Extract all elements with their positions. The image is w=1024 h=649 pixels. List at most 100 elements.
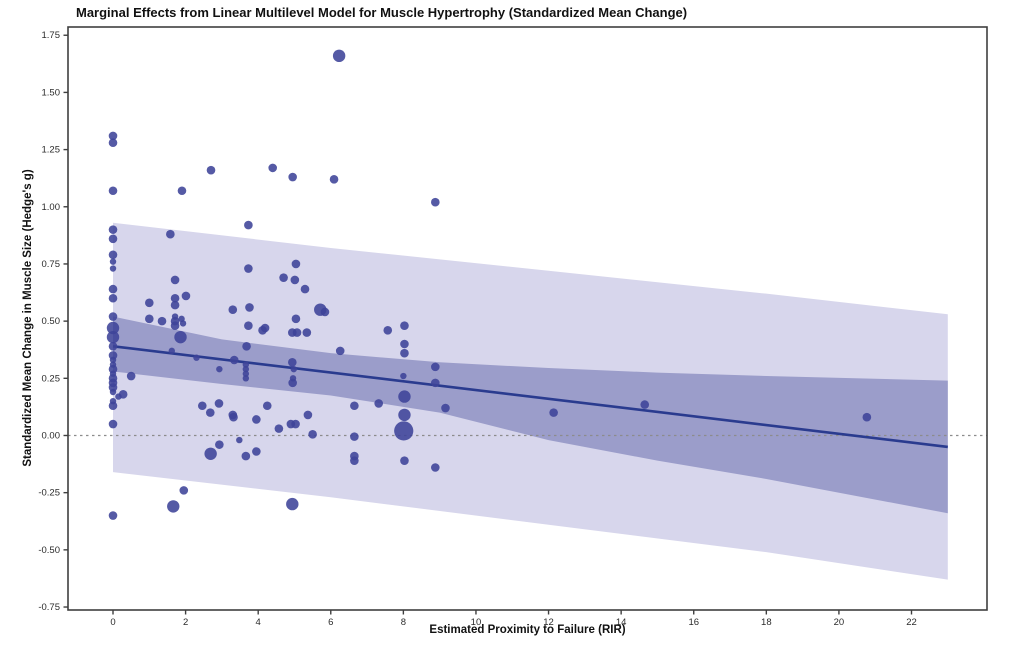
data-point <box>242 370 250 377</box>
data-point <box>374 399 383 408</box>
data-point <box>302 328 312 337</box>
data-point <box>106 321 120 335</box>
data-point <box>400 348 409 358</box>
data-point <box>431 378 440 388</box>
data-point <box>108 131 118 141</box>
data-point <box>170 321 180 331</box>
data-point <box>109 356 117 364</box>
x-tick-label: 8 <box>401 617 406 628</box>
y-tick-label: 1.00 <box>42 202 61 213</box>
data-point <box>170 293 180 303</box>
data-point <box>168 347 176 355</box>
data-point <box>177 186 187 196</box>
y-tick-label: 0.25 <box>42 373 61 384</box>
data-point <box>108 341 118 351</box>
data-point <box>291 314 301 324</box>
data-point <box>145 298 154 308</box>
data-point <box>300 284 310 294</box>
data-point <box>106 330 120 344</box>
y-tick-label: 0.75 <box>42 259 61 270</box>
y-tick-label: -0.50 <box>38 545 60 556</box>
data-point <box>166 229 175 239</box>
x-tick-label: 4 <box>256 617 261 628</box>
data-point <box>228 305 238 314</box>
data-point <box>214 399 224 408</box>
y-tick-label: 1.50 <box>42 87 61 98</box>
data-point <box>229 355 239 365</box>
x-axis-label: Estimated Proximity to Failure (RIR) <box>429 624 626 636</box>
y-tick-label: 0.00 <box>42 430 61 441</box>
data-point <box>108 364 118 374</box>
data-point <box>108 225 118 234</box>
data-point <box>862 412 872 422</box>
data-point <box>241 451 251 461</box>
data-point <box>286 497 299 511</box>
data-point <box>242 341 251 351</box>
data-point <box>288 172 297 182</box>
data-point <box>441 403 450 413</box>
data-point <box>242 365 250 373</box>
data-point <box>291 259 301 269</box>
data-point <box>108 401 118 411</box>
data-point <box>170 300 180 310</box>
inner-confidence-band <box>113 316 948 514</box>
data-point <box>350 456 359 465</box>
y-tick-label: 1.75 <box>42 30 61 41</box>
data-point <box>350 401 359 411</box>
data-point <box>291 419 300 429</box>
data-point <box>350 432 359 441</box>
regression-line <box>112 344 948 449</box>
data-point <box>252 415 261 424</box>
plot-frame <box>67 26 988 611</box>
y-tick-label: -0.25 <box>38 488 60 499</box>
data-point <box>242 375 250 382</box>
data-point <box>215 440 224 449</box>
data-point <box>242 361 250 368</box>
data-point <box>181 291 191 301</box>
data-point <box>170 275 180 285</box>
chart-title: Marginal Effects from Linear Multilevel … <box>76 5 688 20</box>
data-point <box>108 351 118 360</box>
data-point <box>108 250 118 260</box>
data-point <box>431 197 440 207</box>
x-tick-label: 6 <box>328 617 333 628</box>
data-point <box>108 138 118 148</box>
data-point <box>431 463 440 472</box>
data-point <box>274 424 284 433</box>
data-point <box>108 511 118 520</box>
data-point <box>400 372 407 380</box>
data-point <box>108 312 118 321</box>
data-point <box>292 328 302 337</box>
data-point <box>329 175 339 184</box>
x-tick-label: 0 <box>110 617 115 628</box>
data-point <box>108 383 118 392</box>
data-point <box>279 273 288 282</box>
data-point <box>179 486 189 495</box>
data-point <box>108 293 118 303</box>
data-point <box>394 421 414 441</box>
data-point <box>290 365 297 373</box>
y-axis-label: Standardized Mean Change in Muscle Size … <box>22 169 34 467</box>
data-point <box>308 430 317 439</box>
data-point <box>398 390 411 403</box>
data-point <box>262 401 272 411</box>
data-point <box>157 316 167 326</box>
x-tick-label: 18 <box>761 617 772 628</box>
data-point <box>258 325 267 335</box>
data-point <box>244 321 253 331</box>
data-point <box>109 388 117 396</box>
data-point <box>320 307 330 317</box>
data-point <box>145 314 154 324</box>
data-point <box>216 365 223 373</box>
data-point <box>290 275 300 285</box>
data-point <box>179 320 187 327</box>
data-point <box>398 408 411 422</box>
data-point <box>335 346 345 356</box>
data-point <box>400 339 409 349</box>
x-tick-label: 22 <box>906 617 917 628</box>
data-point <box>244 220 253 230</box>
x-tick-label: 20 <box>834 617 845 628</box>
data-point <box>174 330 187 344</box>
